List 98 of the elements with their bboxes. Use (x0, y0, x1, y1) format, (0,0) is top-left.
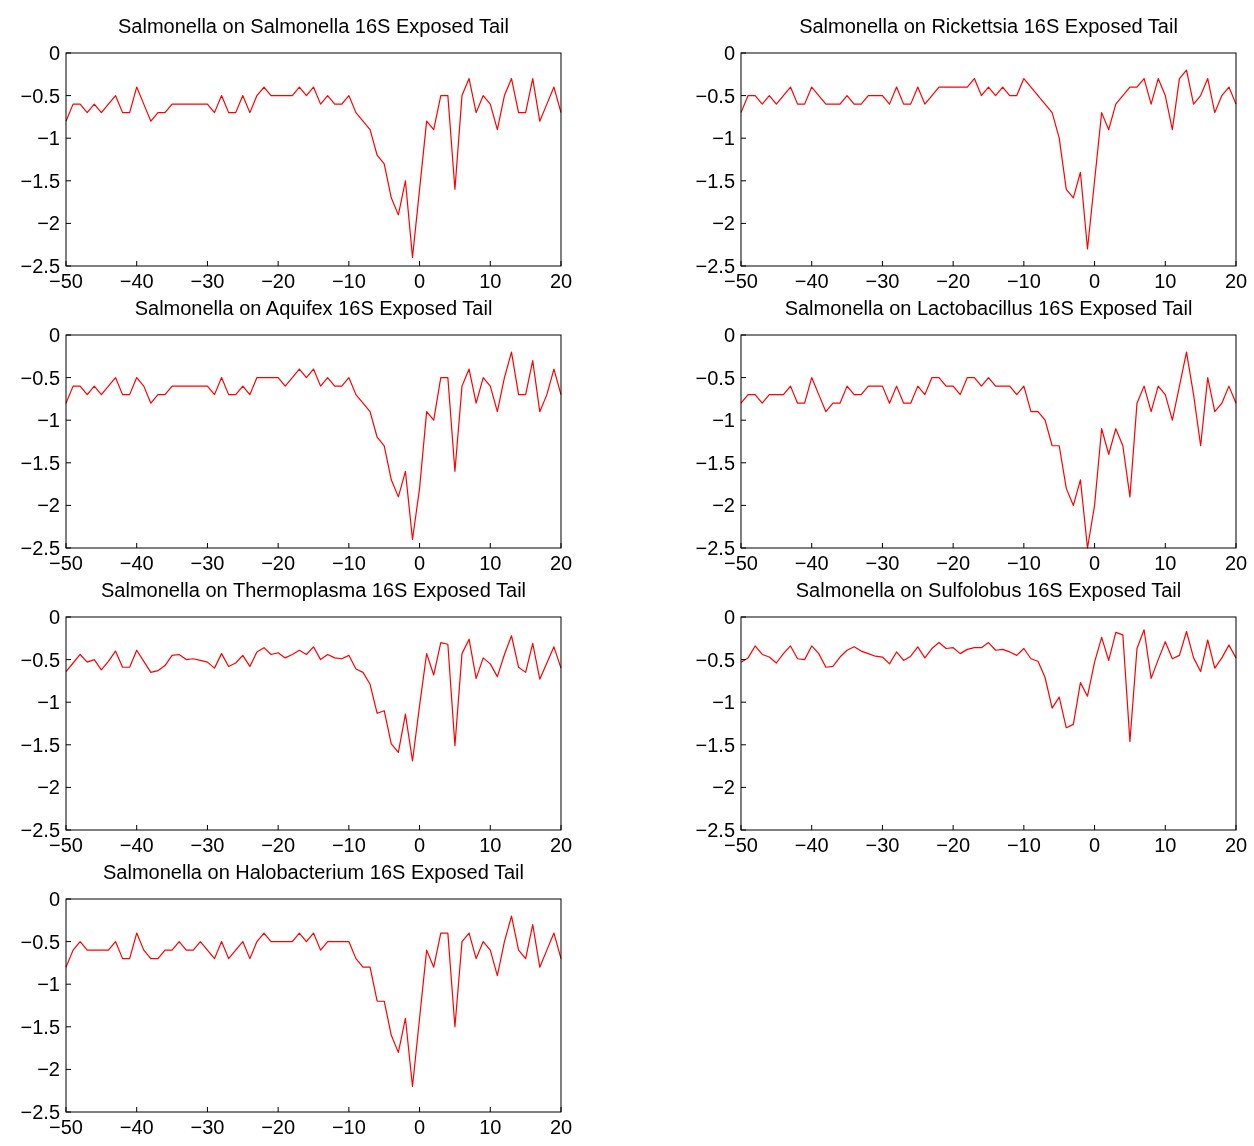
y-tick-label: −0.5 (20, 84, 60, 107)
x-tick-label: −10 (331, 552, 366, 574)
x-tick-label: 10 (479, 834, 502, 856)
x-tick-label: 0 (414, 270, 426, 292)
line-series (65, 915, 562, 1088)
x-tick-label: 20 (549, 1116, 573, 1138)
line-series (740, 69, 1237, 250)
x-tick-label: 10 (479, 552, 502, 574)
line-series (65, 77, 562, 259)
x-tick-label: 0 (1089, 270, 1101, 292)
line-series (65, 635, 562, 762)
y-tick-label: −1 (712, 127, 735, 150)
y-tick-label: −0.5 (20, 930, 60, 953)
y-tick-label: 0 (48, 888, 60, 910)
chart-title: Salmonella on Thermoplasma 16S Exposed Tail (100, 579, 527, 601)
y-tick-label: −0.5 (695, 84, 735, 107)
y-tick-label: 0 (48, 42, 60, 64)
y-tick-label: −1 (37, 409, 60, 432)
x-tick-label: −20 (261, 270, 296, 292)
x-tick-label: −40 (794, 552, 829, 574)
x-tick-label: −20 (936, 270, 971, 292)
line-series (65, 351, 562, 541)
y-tick-label: −1.5 (20, 733, 60, 756)
y-tick-label: 0 (48, 324, 60, 346)
chart-title: Salmonella on Halobacterium 16S Exposed Tail (103, 861, 524, 883)
x-tick-label: −40 (119, 552, 154, 574)
x-tick-label: 0 (1089, 834, 1101, 856)
x-tick-label: −20 (261, 552, 296, 574)
x-tick-label: −20 (936, 834, 971, 856)
y-tick-label: −1.5 (695, 733, 735, 756)
x-tick-label: −40 (794, 270, 829, 292)
y-tick-label: −1 (37, 691, 60, 714)
y-tick-label: −1.5 (20, 1015, 60, 1038)
x-tick-label: −10 (331, 270, 366, 292)
x-tick-label: −40 (794, 834, 829, 856)
y-tick-label: −1.5 (695, 451, 735, 474)
x-tick-label: −10 (1006, 834, 1041, 856)
x-tick-label: −10 (1006, 270, 1041, 292)
y-tick-label: −1.5 (20, 169, 60, 192)
x-tick-label: −20 (261, 1116, 296, 1138)
y-tick-label: −1 (712, 691, 735, 714)
x-tick-label: −10 (1006, 552, 1041, 574)
y-tick-label: −2 (712, 212, 735, 235)
x-tick-label: −30 (865, 270, 900, 292)
chart-title: Salmonella on Salmonella 16S Exposed Tail (118, 15, 509, 37)
y-tick-label: −1 (37, 127, 60, 150)
x-tick-label: −30 (865, 834, 900, 856)
x-tick-label: 20 (1224, 834, 1248, 856)
y-tick-label: −0.5 (20, 366, 60, 389)
chart-title: Salmonella on Lactobacillus 16S Exposed Tail (784, 297, 1193, 319)
line-series (740, 351, 1237, 549)
chart-title: Salmonella on Aquifex 16S Exposed Tail (134, 297, 493, 319)
x-tick-label: 0 (414, 834, 426, 856)
y-tick-label: −2 (37, 212, 60, 235)
y-tick-label: 0 (723, 324, 735, 346)
y-tick-label: −1.5 (20, 451, 60, 474)
x-tick-label: 0 (1089, 552, 1101, 574)
x-tick-label: 10 (1154, 552, 1177, 574)
x-tick-label: −30 (190, 552, 225, 574)
x-tick-label: 0 (414, 552, 426, 574)
x-tick-label: −30 (190, 1116, 225, 1138)
x-tick-label: 10 (1154, 270, 1177, 292)
y-tick-label: −1 (712, 409, 735, 432)
x-tick-label: −10 (331, 1116, 366, 1138)
y-tick-label: −2 (37, 776, 60, 799)
y-tick-label: −2 (712, 776, 735, 799)
y-tick-label: 0 (48, 606, 60, 628)
chart-title: Salmonella on Rickettsia 16S Exposed Tail (799, 15, 1178, 37)
x-tick-label: 20 (549, 834, 573, 856)
y-tick-label: −2 (712, 494, 735, 517)
x-tick-label: 10 (479, 270, 502, 292)
x-tick-label: −30 (190, 270, 225, 292)
x-tick-label: −30 (865, 552, 900, 574)
chart-title: Salmonella on Sulfolobus 16S Exposed Tail (795, 579, 1182, 601)
y-tick-label: −2 (37, 494, 60, 517)
x-tick-label: −20 (261, 834, 296, 856)
x-tick-label: 10 (479, 1116, 502, 1138)
x-tick-label: −40 (119, 834, 154, 856)
x-tick-label: −20 (936, 552, 971, 574)
y-tick-label: −2 (37, 1058, 60, 1081)
x-tick-label: 0 (414, 1116, 426, 1138)
y-tick-label: −1 (37, 973, 60, 996)
y-tick-label: −0.5 (695, 366, 735, 389)
y-tick-label: 0 (723, 606, 735, 628)
x-tick-label: 20 (549, 270, 573, 292)
x-tick-label: −40 (119, 1116, 154, 1138)
y-tick-label: −1.5 (695, 169, 735, 192)
x-tick-label: 20 (1224, 552, 1248, 574)
line-series (740, 629, 1237, 742)
x-tick-label: 10 (1154, 834, 1177, 856)
x-tick-label: −40 (119, 270, 154, 292)
y-tick-label: −0.5 (695, 648, 735, 671)
x-tick-label: −30 (190, 834, 225, 856)
y-tick-label: −0.5 (20, 648, 60, 671)
x-tick-label: 20 (1224, 270, 1248, 292)
y-tick-label: 0 (723, 42, 735, 64)
x-tick-label: 20 (549, 552, 573, 574)
x-tick-label: −10 (331, 834, 366, 856)
